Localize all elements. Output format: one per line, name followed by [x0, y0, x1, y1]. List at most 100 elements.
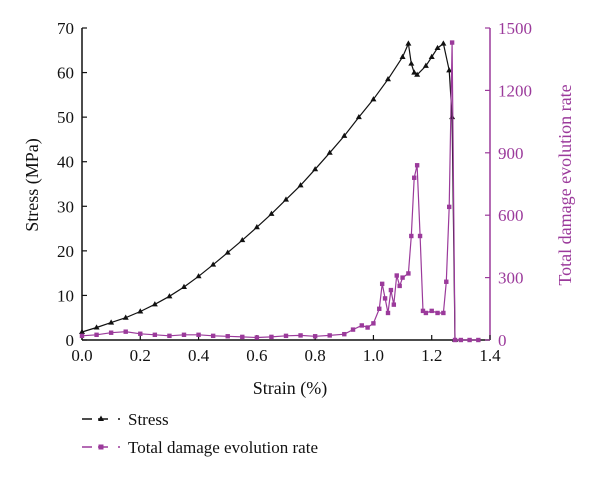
- stress-point: [446, 67, 453, 73]
- stress-point: [210, 261, 217, 267]
- damage-point: [467, 337, 472, 343]
- damage-point: [350, 327, 356, 332]
- damage-point: [225, 334, 230, 339]
- stress-point: [355, 113, 362, 120]
- y-tick-label: 0: [66, 331, 75, 350]
- damage-point: [94, 332, 99, 337]
- damage-point: [412, 175, 417, 180]
- x-tick-label: 0.8: [305, 346, 326, 365]
- stress-point: [414, 71, 421, 77]
- stress-point: [181, 283, 187, 289]
- stress-point: [434, 44, 441, 51]
- damage-point: [312, 334, 318, 339]
- damage-point: [79, 333, 85, 339]
- damage-point: [476, 337, 481, 343]
- damage-point: [409, 233, 414, 239]
- damage-point: [388, 287, 394, 293]
- stress-point: [411, 69, 418, 75]
- damage-point: [377, 306, 382, 311]
- stress-point: [283, 196, 289, 202]
- stress-point: [440, 40, 447, 46]
- stress-point: [239, 236, 246, 243]
- stress-point: [405, 40, 412, 46]
- damage-point: [400, 275, 405, 280]
- stress-point: [224, 249, 231, 255]
- y-axis-title: Stress (MPa): [22, 138, 43, 232]
- x-tick-label: 0.6: [246, 346, 267, 365]
- y2-tick-label: 300: [498, 269, 524, 288]
- damage-point: [196, 332, 201, 337]
- stress-point: [79, 328, 85, 334]
- damage-point: [414, 163, 420, 168]
- damage-point: [269, 334, 274, 340]
- x-tick-label: 1.4: [479, 346, 501, 365]
- damage-point: [240, 334, 245, 340]
- x-tick-label: 0.4: [188, 346, 210, 365]
- damage-point: [382, 296, 388, 301]
- y2-tick-label: 1500: [498, 19, 532, 38]
- damage-point: [429, 308, 434, 314]
- damage-point: [452, 337, 458, 343]
- damage-point: [385, 310, 391, 316]
- stress-point: [108, 319, 115, 325]
- damage-point: [449, 40, 455, 45]
- x-tick-label: 0.0: [71, 346, 92, 365]
- damage-point: [417, 233, 423, 239]
- y-tick-label: 70: [57, 19, 74, 38]
- damage-point: [123, 329, 128, 334]
- stress-point: [428, 53, 435, 59]
- damage-point: [359, 323, 364, 328]
- damage-point: [371, 321, 376, 326]
- damage-point: [283, 333, 289, 339]
- stress-point: [449, 113, 456, 120]
- damage-point: [138, 331, 143, 336]
- legend-damage-marker: [98, 444, 104, 450]
- damage-point: [210, 333, 216, 339]
- y-tick-label: 40: [57, 153, 74, 172]
- y2-tick-label: 900: [498, 144, 524, 163]
- stress-point: [151, 301, 158, 307]
- stress-point: [137, 308, 144, 314]
- stress-point: [385, 76, 391, 82]
- stress-point: [399, 53, 406, 59]
- stress-point: [312, 166, 319, 172]
- damage-point: [441, 310, 446, 316]
- damage-point: [435, 310, 440, 316]
- y-tick-label: 30: [57, 197, 74, 216]
- damage-point: [181, 332, 187, 337]
- damage-point: [254, 335, 260, 340]
- axes-layer: [81, 28, 491, 341]
- stress-point: [166, 293, 173, 299]
- stress-point: [93, 324, 100, 330]
- damage-point: [406, 271, 411, 276]
- damage-point: [391, 302, 397, 307]
- damage-point: [298, 333, 303, 338]
- legend-label-damage: Total damage evolution rate: [128, 438, 318, 457]
- y2-tick-label: 600: [498, 206, 524, 225]
- damage-point: [394, 273, 399, 278]
- stress-point: [195, 273, 202, 279]
- stress-point: [268, 210, 275, 216]
- damage-point: [458, 337, 464, 343]
- damage-point: [108, 330, 114, 335]
- stress-point: [253, 224, 260, 230]
- stress-point: [297, 182, 304, 188]
- legend-label-stress: Stress: [128, 410, 169, 429]
- damage-point: [447, 204, 452, 210]
- y2-tick-label: 1200: [498, 81, 532, 100]
- damage-point: [444, 279, 449, 284]
- damage-point: [167, 333, 172, 339]
- y-tick-label: 10: [57, 286, 74, 305]
- stress-point: [422, 62, 429, 68]
- stress-point: [341, 132, 348, 138]
- damage-point: [365, 325, 370, 330]
- series-line-stress: [81, 41, 456, 341]
- x-tick-label: 1.2: [421, 346, 442, 365]
- ticks-layer: 0.0 0.2 0.4 0.6 0.8 1.0 1.2 1.40102030405060700…: [57, 19, 532, 365]
- legend: Stress Total damage evolution rate: [82, 410, 318, 457]
- y2-tick-label: 0: [498, 331, 507, 350]
- damage-point: [327, 333, 332, 338]
- series-layer: [79, 40, 481, 343]
- x-tick-label: 0.2: [130, 346, 151, 365]
